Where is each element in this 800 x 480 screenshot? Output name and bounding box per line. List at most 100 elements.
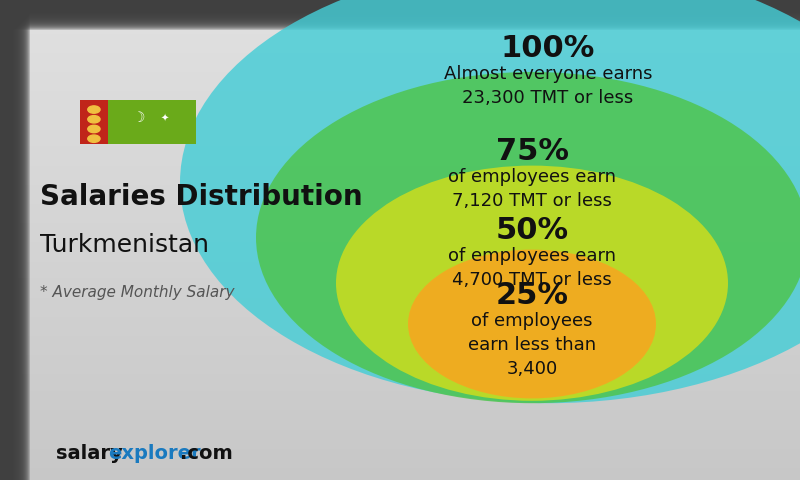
Bar: [0, 442, 800, 444]
Bar: [0, 281, 800, 283]
Bar: [0, 451, 800, 454]
Bar: [0, 322, 800, 324]
Bar: [0, 166, 800, 168]
Bar: [0, 209, 800, 211]
Text: of employees earn: of employees earn: [448, 247, 616, 265]
Text: Salaries Distribution: Salaries Distribution: [40, 183, 362, 211]
Bar: [0, 463, 800, 466]
Bar: [0, 77, 800, 79]
Bar: [0, 401, 800, 403]
Bar: [0, 50, 800, 53]
Bar: [0, 0, 800, 28]
Bar: [0, 434, 800, 437]
Bar: [0, 86, 800, 89]
Bar: [0, 331, 800, 334]
Circle shape: [180, 0, 800, 403]
Bar: [0, 348, 800, 350]
Bar: [0, 238, 800, 240]
Bar: [0, 0, 22, 480]
Bar: [0, 180, 800, 182]
Bar: [0, 48, 800, 50]
Bar: [0, 334, 800, 336]
Bar: [0, 211, 800, 214]
Bar: [0, 0, 28, 480]
Bar: [0, 139, 800, 142]
Bar: [0, 0, 14, 480]
Bar: [0, 430, 800, 432]
Bar: [0, 358, 800, 360]
Bar: [0, 240, 800, 242]
Bar: [0, 290, 800, 293]
Bar: [80, 100, 108, 144]
Bar: [0, 288, 800, 290]
Bar: [0, 0, 800, 25]
Bar: [0, 461, 800, 463]
Circle shape: [336, 166, 728, 401]
Text: earn less than: earn less than: [468, 336, 596, 354]
Bar: [0, 377, 800, 379]
Circle shape: [88, 106, 100, 113]
Bar: [0, 470, 800, 473]
Bar: [0, 427, 800, 430]
Bar: [0, 0, 800, 8]
Text: 23,300 TMT or less: 23,300 TMT or less: [462, 89, 634, 107]
Text: of employees: of employees: [471, 312, 593, 330]
Bar: [0, 439, 800, 442]
Bar: [0, 151, 800, 154]
Bar: [0, 0, 21, 480]
Bar: [0, 266, 800, 269]
Bar: [0, 22, 800, 24]
Bar: [0, 65, 800, 67]
Bar: [0, 0, 24, 480]
Bar: [0, 269, 800, 271]
Bar: [0, 10, 800, 12]
Bar: [0, 425, 800, 427]
Bar: [0, 216, 800, 218]
Circle shape: [88, 116, 100, 123]
Bar: [0, 0, 15, 480]
Bar: [0, 0, 800, 11]
Bar: [0, 156, 800, 158]
Bar: [0, 0, 8, 480]
Bar: [0, 173, 800, 175]
Bar: [0, 0, 800, 22]
Bar: [0, 41, 800, 43]
Bar: [0, 468, 800, 470]
Bar: [0, 398, 800, 401]
Bar: [0, 58, 800, 60]
Bar: [0, 0, 2, 480]
Bar: [0, 0, 23, 480]
Bar: [0, 341, 800, 343]
Bar: [0, 475, 800, 478]
Bar: [0, 187, 800, 190]
Bar: [0, 192, 800, 194]
Bar: [0, 278, 800, 281]
Bar: [0, 120, 800, 122]
Bar: [0, 310, 800, 312]
Bar: [0, 0, 3, 480]
Bar: [0, 0, 800, 2]
Bar: [0, 329, 800, 331]
Text: of employees earn: of employees earn: [448, 168, 616, 186]
Text: 25%: 25%: [495, 281, 569, 310]
Bar: [0, 113, 800, 115]
Bar: [0, 446, 800, 449]
Bar: [0, 350, 800, 353]
Bar: [0, 0, 800, 1]
Bar: [0, 53, 800, 55]
Bar: [0, 413, 800, 415]
Bar: [0, 233, 800, 235]
Bar: [0, 79, 800, 82]
Bar: [0, 0, 12, 480]
Bar: [0, 72, 800, 74]
Bar: [0, 118, 800, 120]
Bar: [0, 454, 800, 456]
Bar: [0, 0, 800, 27]
Bar: [0, 259, 800, 262]
Bar: [0, 307, 800, 310]
Bar: [0, 415, 800, 418]
Bar: [0, 0, 800, 20]
Bar: [0, 110, 800, 113]
Bar: [0, 408, 800, 410]
Bar: [0, 0, 26, 480]
